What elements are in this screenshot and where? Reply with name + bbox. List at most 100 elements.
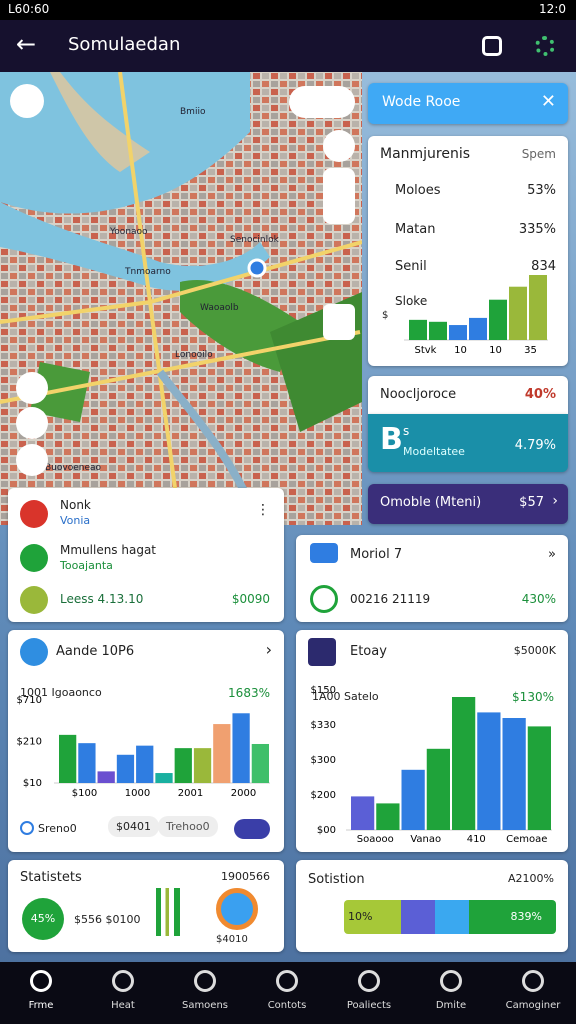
chevron[interactable]: ›	[265, 640, 272, 659]
bar	[136, 745, 154, 783]
nav-item[interactable]: Samoens	[164, 966, 246, 1011]
balance-sup: s	[403, 424, 410, 438]
promo-value: $57	[519, 495, 544, 510]
promo-card[interactable]: Omoble (Mteni) $57 ›	[368, 484, 568, 524]
chart-card: Etoay $5000K 1A00 Satelo $130% $150 $330 $…	[296, 630, 568, 852]
y-axis-label: $300	[311, 755, 336, 766]
status-bar: L60:60 12:0	[0, 0, 576, 20]
model-title: Moriol 7	[350, 547, 403, 562]
app-title: Somulaedan	[68, 34, 181, 55]
list-action[interactable]: Spem	[521, 147, 556, 161]
map-labels: Bmiio Yoonaoo Tnmoarno Waoaolb Lonooilo Buovo…	[45, 107, 280, 473]
footer-value: $0090	[231, 592, 270, 606]
bar	[174, 748, 192, 783]
footer-chip[interactable]: Trehoo0	[158, 816, 218, 837]
more-button[interactable]: ⋮	[256, 502, 270, 518]
chart-icon	[308, 638, 336, 666]
notification-icon[interactable]	[482, 36, 502, 56]
map[interactable]: Bmiio Yoonaoo Tnmoarno Waoaolb Lonooilo Buovo…	[0, 72, 362, 525]
nav-item[interactable]: Contots	[246, 966, 328, 1011]
nav-item[interactable]: Heat	[82, 966, 164, 1011]
nav-item[interactable]: Dmite	[410, 966, 492, 1011]
nav-icon	[358, 970, 380, 992]
history-button[interactable]	[16, 407, 48, 439]
row-title: Nonk	[60, 498, 91, 512]
bar	[529, 275, 547, 340]
bar	[509, 286, 527, 340]
list-title: Manmjurenis	[380, 146, 471, 162]
nav-icon	[112, 970, 134, 992]
donut-label: $4010	[216, 934, 248, 945]
bar	[527, 726, 551, 830]
nav-item[interactable]: Poaliects	[328, 966, 410, 1011]
model-icon	[310, 543, 338, 563]
map-label: Bmiio	[180, 107, 206, 117]
nav-label: Dmite	[435, 1000, 467, 1011]
y-axis-label: $10	[23, 778, 42, 789]
row-subtitle: Vonia	[60, 514, 91, 527]
bar	[469, 317, 487, 340]
bar	[489, 299, 507, 340]
x-axis-label: Vanao	[410, 834, 441, 845]
stats-card: Statistets 1900566 45% $556 $0100 $4010	[8, 860, 284, 952]
map-label: Senocinlok	[230, 235, 280, 245]
footer-chip[interactable]: $0401	[108, 816, 159, 837]
route-button[interactable]	[16, 444, 48, 476]
bar	[502, 718, 526, 830]
promo-label: Omoble (Mteni)	[380, 495, 482, 510]
x-axis-label: 35	[524, 345, 537, 356]
notice-label: Noocljoroce	[380, 387, 457, 402]
bar	[426, 748, 450, 830]
x-axis-label: $100	[72, 788, 97, 799]
nav-label: Heat	[111, 1000, 135, 1011]
locate-button[interactable]	[16, 372, 48, 404]
nav-icon	[276, 970, 298, 992]
back-button[interactable]: ←	[16, 30, 37, 58]
bar-chart: $710 $210 $10 $100 1000 2001 2000	[17, 695, 270, 799]
location-pin[interactable]	[247, 258, 267, 278]
row-label: Senil	[395, 259, 427, 274]
profile-icon[interactable]	[535, 36, 555, 56]
map-tools[interactable]	[289, 86, 355, 118]
chart-value: $5000K	[513, 644, 556, 657]
progress-bar	[344, 900, 556, 934]
row-label: Moloes	[395, 183, 441, 198]
x-axis-label: Cemoae	[506, 834, 547, 845]
chart-title: Aande 10P6	[56, 644, 135, 659]
toggle[interactable]	[234, 819, 270, 839]
notice-card: Noocljoroce 40%	[368, 376, 568, 414]
nav-label: Samoens	[181, 1000, 229, 1011]
map-label: Waoaolb	[200, 303, 239, 313]
zoom-control[interactable]	[323, 168, 355, 224]
nav-item[interactable]: Camoginer	[492, 966, 574, 1011]
chevron[interactable]: »	[548, 547, 556, 562]
clock: L60:60	[8, 2, 50, 16]
bar	[232, 713, 250, 783]
map-label: Yoonaoo	[109, 227, 148, 237]
nav-label: Frme	[28, 1000, 54, 1011]
compass-button[interactable]	[323, 130, 355, 162]
x-axis-label: 10	[454, 345, 467, 356]
chart-title: Etoay	[350, 644, 387, 659]
mini-chart: Stvk 10 10 35	[404, 275, 548, 356]
x-axis-label: 410	[467, 834, 486, 845]
y-axis-label: $330	[311, 720, 336, 731]
panel-header: Wode Rooe ✕	[368, 83, 568, 124]
map-label: Tnmoarno	[124, 267, 171, 277]
nav-item[interactable]: Frme	[0, 966, 82, 1011]
x-axis-label: 1000	[125, 788, 150, 799]
bar	[193, 748, 212, 783]
row-icon	[20, 500, 48, 528]
map-menu-button[interactable]	[10, 84, 44, 118]
nav-label: Poaliects	[346, 1000, 392, 1011]
stats-value: A2100%	[508, 872, 554, 885]
mini-chart-title: Sloke	[395, 294, 428, 308]
layer-button[interactable]	[323, 304, 355, 340]
y-axis-label: $200	[311, 790, 336, 801]
close-button[interactable]: ✕	[540, 91, 556, 112]
x-axis-label: 2001	[178, 788, 203, 799]
map-river	[0, 202, 270, 291]
map-label: Buovoeneao	[45, 463, 102, 473]
bar	[155, 773, 173, 783]
